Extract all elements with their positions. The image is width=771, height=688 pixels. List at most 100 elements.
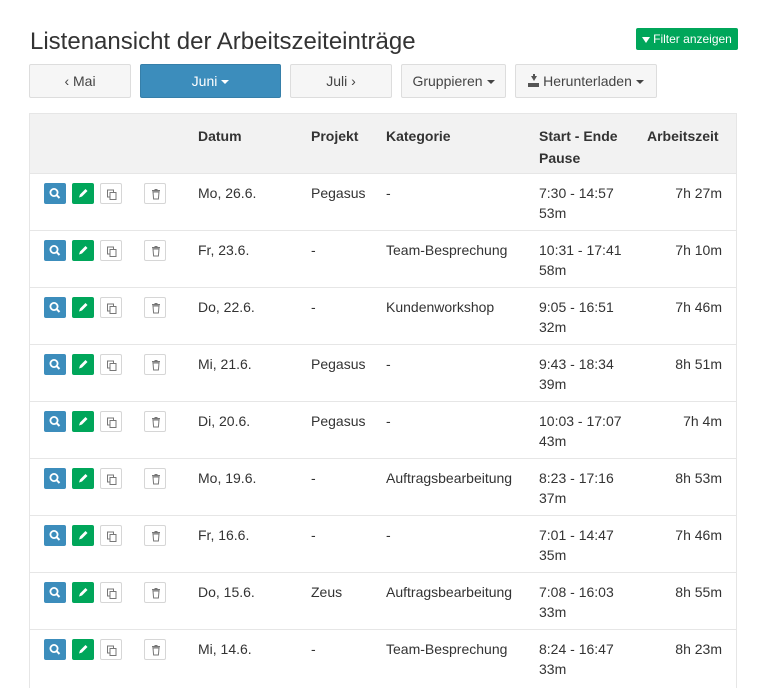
cell-start-end: 7:08 - 16:03 33m bbox=[539, 582, 614, 622]
edit-entry-button[interactable] bbox=[72, 183, 94, 204]
cell-project: Zeus bbox=[311, 584, 343, 600]
cell-date: Do, 15.6. bbox=[198, 584, 255, 600]
show-filter-button[interactable]: Filter anzeigen bbox=[636, 28, 738, 50]
download-label: Herunterladen bbox=[543, 73, 632, 89]
cell-pause: 32m bbox=[539, 319, 567, 335]
column-header-category[interactable]: Kategorie bbox=[386, 128, 451, 144]
table-row: Do, 15.6. Zeus Auftragsbearbeitung 7:08 - 1… bbox=[30, 572, 736, 629]
cell-date: Mo, 19.6. bbox=[198, 470, 257, 486]
copy-entry-button[interactable] bbox=[100, 354, 122, 375]
cell-time-range: 7:08 - 16:03 bbox=[539, 584, 614, 600]
view-entry-button[interactable] bbox=[44, 354, 66, 375]
edit-entry-button[interactable] bbox=[72, 411, 94, 432]
current-month-button[interactable]: Juni bbox=[140, 64, 281, 98]
delete-entry-button[interactable] bbox=[144, 639, 166, 660]
cell-time-range: 8:23 - 17:16 bbox=[539, 470, 614, 486]
cell-category: Team-Besprechung bbox=[386, 242, 508, 258]
cell-project: - bbox=[311, 242, 316, 258]
cell-start-end: 8:23 - 17:16 37m bbox=[539, 468, 614, 508]
table-row: Mo, 26.6. Pegasus - 7:30 - 14:57 53m 7h 27m bbox=[30, 173, 736, 230]
cell-category: - bbox=[386, 356, 391, 372]
chevron-down-icon bbox=[486, 80, 495, 84]
edit-entry-button[interactable] bbox=[72, 468, 94, 489]
table-row: Mi, 21.6. Pegasus - 9:43 - 18:34 39m 8h 51m bbox=[30, 344, 736, 401]
delete-entry-button[interactable] bbox=[144, 411, 166, 432]
delete-entry-button[interactable] bbox=[144, 183, 166, 204]
table-row: Fr, 23.6. - Team-Besprechung 10:31 - 17:41 5… bbox=[30, 230, 736, 287]
cell-pause: 33m bbox=[539, 661, 567, 677]
cell-pause: 43m bbox=[539, 433, 567, 449]
delete-entry-button[interactable] bbox=[144, 468, 166, 489]
copy-entry-button[interactable] bbox=[100, 183, 122, 204]
column-header-start-end[interactable]: Start - Ende Pause bbox=[539, 125, 618, 169]
column-header-project[interactable]: Projekt bbox=[311, 128, 359, 144]
edit-entry-button[interactable] bbox=[72, 639, 94, 660]
next-month-button[interactable]: Juli › bbox=[290, 64, 392, 98]
cell-pause: 37m bbox=[539, 490, 567, 506]
copy-entry-button[interactable] bbox=[100, 525, 122, 546]
view-entry-button[interactable] bbox=[44, 525, 66, 546]
cell-worktime: 7h 46m bbox=[675, 299, 722, 315]
view-entry-button[interactable] bbox=[44, 582, 66, 603]
cell-start-end: 7:30 - 14:57 53m bbox=[539, 183, 614, 223]
delete-entry-button[interactable] bbox=[144, 240, 166, 261]
cell-category: Kundenworkshop bbox=[386, 299, 495, 315]
cell-worktime: 7h 46m bbox=[675, 527, 722, 543]
view-entry-button[interactable] bbox=[44, 639, 66, 660]
cell-pause: 53m bbox=[539, 205, 567, 221]
copy-entry-button[interactable] bbox=[100, 639, 122, 660]
cell-date: Mi, 14.6. bbox=[198, 641, 252, 657]
cell-start-end: 8:24 - 16:47 33m bbox=[539, 639, 614, 679]
prev-month-button[interactable]: ‹ Mai bbox=[29, 64, 131, 98]
cell-date: Fr, 23.6. bbox=[198, 242, 250, 258]
table-row: Mi, 14.6. - Team-Besprechung 8:24 - 16:47 33… bbox=[30, 629, 736, 686]
view-entry-button[interactable] bbox=[44, 297, 66, 318]
table-header: Datum Projekt Kategorie Start - Ende Pau… bbox=[30, 113, 736, 173]
edit-entry-button[interactable] bbox=[72, 297, 94, 318]
cell-project: - bbox=[311, 527, 316, 543]
download-icon bbox=[528, 74, 540, 87]
cell-worktime: 8h 55m bbox=[675, 584, 722, 600]
copy-entry-button[interactable] bbox=[100, 240, 122, 261]
view-entry-button[interactable] bbox=[44, 240, 66, 261]
copy-entry-button[interactable] bbox=[100, 582, 122, 603]
delete-entry-button[interactable] bbox=[144, 354, 166, 375]
column-header-worktime[interactable]: Arbeitszeit bbox=[647, 128, 719, 144]
cell-worktime: 7h 27m bbox=[675, 185, 722, 201]
cell-time-range: 9:43 - 18:34 bbox=[539, 356, 614, 372]
cell-worktime: 7h 10m bbox=[675, 242, 722, 258]
download-dropdown-button[interactable]: Herunterladen bbox=[515, 64, 657, 98]
table-row: Do, 22.6. - Kundenworkshop 9:05 - 16:51 32m 7… bbox=[30, 287, 736, 344]
edit-entry-button[interactable] bbox=[72, 525, 94, 546]
table-row: Di, 20.6. Pegasus - 10:03 - 17:07 43m 7h 4m bbox=[30, 401, 736, 458]
cell-worktime: 8h 23m bbox=[675, 641, 722, 657]
view-entry-button[interactable] bbox=[44, 183, 66, 204]
timesheet-table: Datum Projekt Kategorie Start - Ende Pau… bbox=[29, 113, 737, 688]
column-header-date[interactable]: Datum bbox=[198, 128, 242, 144]
cell-date: Fr, 16.6. bbox=[198, 527, 250, 543]
view-entry-button[interactable] bbox=[44, 411, 66, 432]
cell-project: - bbox=[311, 470, 316, 486]
view-entry-button[interactable] bbox=[44, 468, 66, 489]
delete-entry-button[interactable] bbox=[144, 297, 166, 318]
cell-start-end: 9:05 - 16:51 32m bbox=[539, 297, 614, 337]
cell-date: Di, 20.6. bbox=[198, 413, 251, 429]
edit-entry-button[interactable] bbox=[72, 582, 94, 603]
edit-entry-button[interactable] bbox=[72, 354, 94, 375]
group-dropdown-button[interactable]: Gruppieren bbox=[401, 64, 506, 98]
copy-entry-button[interactable] bbox=[100, 468, 122, 489]
delete-entry-button[interactable] bbox=[144, 582, 166, 603]
copy-entry-button[interactable] bbox=[100, 411, 122, 432]
current-month-label: Juni bbox=[191, 73, 218, 89]
copy-entry-button[interactable] bbox=[100, 297, 122, 318]
cell-category: - bbox=[386, 413, 391, 429]
edit-entry-button[interactable] bbox=[72, 240, 94, 261]
chevron-down-icon bbox=[221, 80, 230, 84]
delete-entry-button[interactable] bbox=[144, 525, 166, 546]
cell-project: Pegasus bbox=[311, 413, 366, 429]
cell-project: - bbox=[311, 641, 316, 657]
cell-pause: 39m bbox=[539, 376, 567, 392]
column-header-start-end-label: Start - Ende bbox=[539, 128, 618, 144]
cell-time-range: 9:05 - 16:51 bbox=[539, 299, 614, 315]
